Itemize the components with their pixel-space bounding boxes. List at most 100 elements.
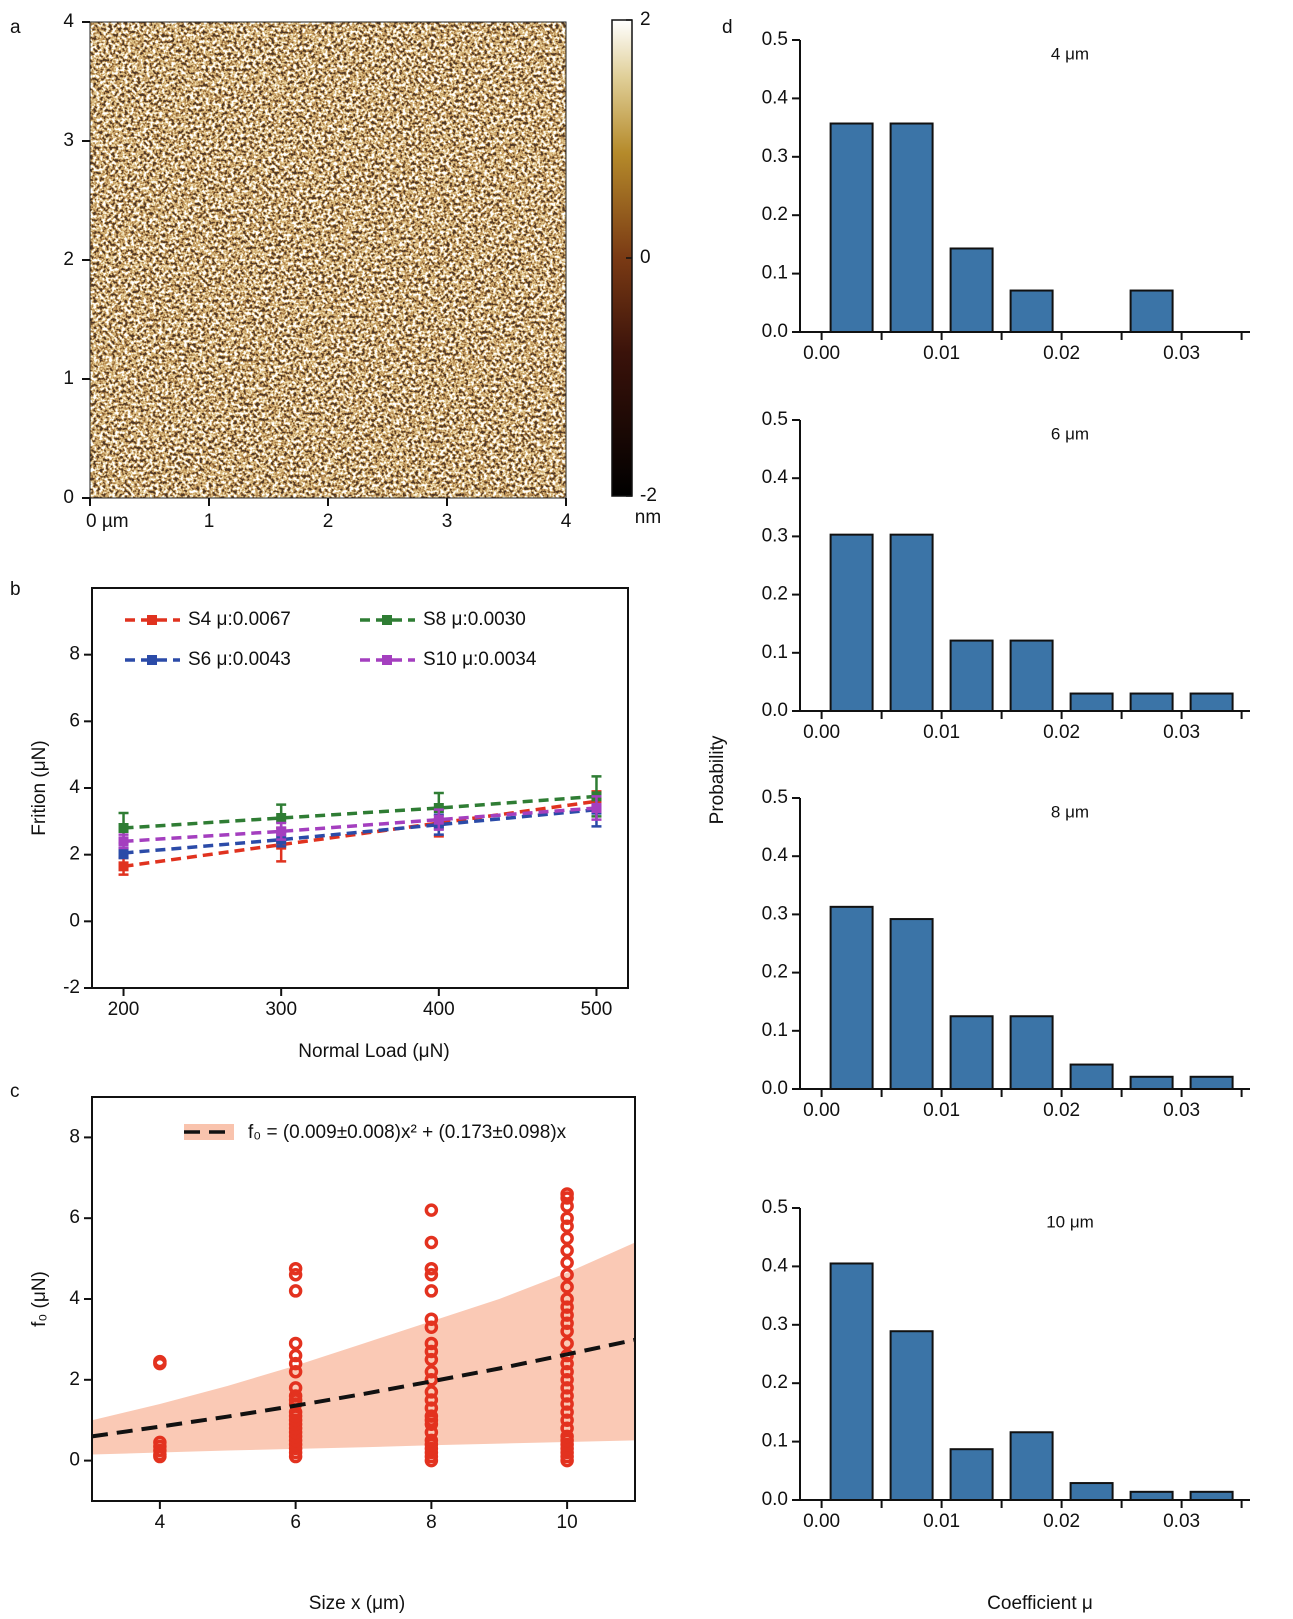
y-tick-label: 0.2 xyxy=(762,1372,788,1393)
x-axis-title: Normal Load (μN) xyxy=(298,1041,449,1062)
y-tick-label: 0.1 xyxy=(762,1431,788,1452)
y-tick-label: 0.3 xyxy=(762,1314,788,1335)
series-line xyxy=(123,799,597,869)
x-tick-label: 10 xyxy=(557,1512,578,1533)
x-tick-label: 0.02 xyxy=(1043,722,1080,743)
y-tick-label: 0.2 xyxy=(762,204,788,225)
x-tick-label: 0.01 xyxy=(923,722,960,743)
colorbar-tick-label: 2 xyxy=(640,9,651,30)
legend-marker xyxy=(147,615,157,625)
y-tick-label: -2 xyxy=(63,977,80,998)
bar xyxy=(949,1448,994,1502)
data-point xyxy=(560,1199,574,1213)
series-line xyxy=(123,807,597,855)
y-tick-label: 4 xyxy=(63,11,74,32)
bar xyxy=(829,122,874,334)
y-tick-label: 0.1 xyxy=(762,642,788,663)
data-point xyxy=(560,1429,574,1444)
x-tick-label: 0.00 xyxy=(803,722,840,743)
data-point xyxy=(424,1284,439,1298)
bar xyxy=(889,122,934,334)
bar xyxy=(1189,692,1234,712)
y-tick-label: 0.5 xyxy=(762,29,788,50)
legend-label: S4 μ:0.0067 xyxy=(188,609,291,630)
data-point xyxy=(560,1381,574,1395)
data-point xyxy=(560,1413,574,1427)
bar xyxy=(889,533,934,712)
x-tick-label: 200 xyxy=(108,999,140,1020)
panel-label: b xyxy=(10,579,21,600)
x-tick-label: 0.00 xyxy=(803,1511,840,1532)
x-tick-label: 0.01 xyxy=(923,1100,960,1121)
y-tick-label: 0.3 xyxy=(762,146,788,167)
y-tick-label: 0.1 xyxy=(762,1020,788,1041)
y-tick-label: 6 xyxy=(69,1207,80,1228)
bar xyxy=(1189,1490,1234,1501)
marker xyxy=(433,814,444,825)
bar xyxy=(1129,289,1174,334)
confidence-band xyxy=(92,1242,635,1455)
legend-marker xyxy=(382,655,392,665)
data-point xyxy=(424,1364,439,1379)
x-tick-label: 4 xyxy=(155,1512,166,1533)
data-point xyxy=(560,1316,574,1330)
y-tick-label: 0 xyxy=(69,910,80,931)
y-axis-title: Probability xyxy=(707,735,728,824)
y-tick-label: 4 xyxy=(69,777,80,798)
x-tick-label: 4 xyxy=(561,511,572,532)
bar xyxy=(1189,1075,1234,1090)
data-point xyxy=(560,1364,574,1379)
bar xyxy=(1009,639,1054,712)
y-tick-label: 8 xyxy=(69,1126,80,1147)
data-point xyxy=(560,1243,574,1258)
y-tick-label: 8 xyxy=(69,644,80,665)
legend-label: S10 μ:0.0034 xyxy=(423,649,537,670)
data-point xyxy=(153,1354,167,1369)
plot-frame xyxy=(91,587,629,989)
marker xyxy=(276,813,287,823)
panel-label: c xyxy=(10,1081,20,1102)
data-point xyxy=(560,1300,574,1314)
marker xyxy=(276,826,287,837)
y-tick-label: 4 xyxy=(69,1288,80,1309)
data-point xyxy=(424,1352,439,1367)
data-point xyxy=(424,1373,439,1387)
bar xyxy=(1069,1063,1114,1091)
marker xyxy=(118,848,129,858)
bar xyxy=(1069,692,1114,712)
marker xyxy=(591,803,602,813)
panel-title: 8 μm xyxy=(1051,802,1089,821)
colorbar-tick-label: -2 xyxy=(640,485,657,506)
y-tick-label: 0.0 xyxy=(762,321,788,342)
marker xyxy=(118,861,129,872)
bar xyxy=(1009,289,1054,334)
bar xyxy=(829,1262,874,1501)
x-tick-label: 0.01 xyxy=(923,343,960,364)
data-point xyxy=(288,1356,303,1371)
data-point xyxy=(288,1389,303,1403)
y-tick-label: 0.2 xyxy=(762,962,788,983)
data-point xyxy=(560,1405,574,1419)
data-point xyxy=(288,1381,303,1395)
data-point xyxy=(424,1393,439,1407)
y-tick-label: 0 xyxy=(63,487,74,508)
marker xyxy=(118,836,129,847)
x-tick-label: 0.01 xyxy=(923,1511,960,1532)
x-tick-label: 400 xyxy=(423,999,455,1020)
x-tick-label: 0.03 xyxy=(1163,1100,1200,1121)
data-point xyxy=(560,1324,574,1339)
data-point xyxy=(288,1261,303,1276)
legend-marker xyxy=(382,615,392,625)
y-tick-label: 2 xyxy=(63,249,74,270)
panel-label: a xyxy=(10,17,21,38)
data-point xyxy=(424,1235,439,1250)
fit-line xyxy=(91,1337,636,1439)
bar xyxy=(949,1015,994,1090)
data-point xyxy=(560,1231,574,1246)
x-tick-label: 3 xyxy=(442,511,453,532)
bar xyxy=(1129,1075,1174,1090)
y-tick-label: 3 xyxy=(63,130,74,151)
data-point xyxy=(424,1425,439,1440)
x-tick-label: 0.03 xyxy=(1163,343,1200,364)
